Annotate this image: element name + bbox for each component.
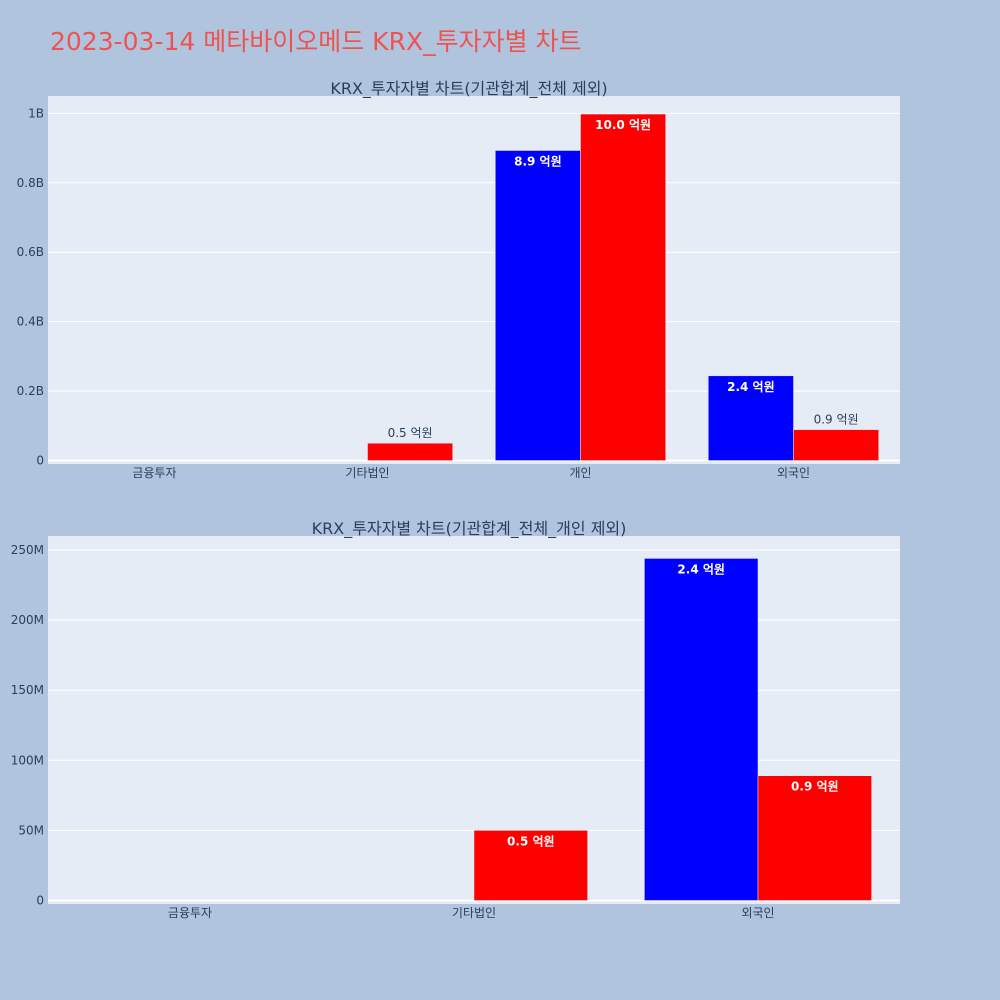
x-tick-label: 개인 — [569, 466, 591, 480]
bar-data-label: 8.9 억원 — [514, 155, 562, 169]
x-tick-label: 기타법인 — [452, 906, 496, 920]
chart-top: 0 0.2B 0.4B 0.6B 0.8B 1B KRX_투자자별 차트(기관합계_전체 제… — [17, 79, 900, 480]
y-tick-label: 150M — [11, 683, 44, 697]
x-tick-label: 외국인 — [777, 466, 810, 480]
bar — [644, 558, 759, 901]
chart-title: KRX_투자자별 차트(기관합계_전체 제외) — [330, 79, 607, 99]
y-tick-label: 0 — [36, 454, 44, 468]
bar — [580, 113, 666, 461]
y-tick-label: 50M — [18, 823, 44, 837]
page-title: 2023-03-14 메타바이오메드 KRX_투자자별 차트 — [50, 27, 582, 56]
bar-data-label: 0.9 억원 — [814, 413, 859, 427]
x-tick-label: 금융투자 — [168, 906, 212, 920]
y-tick-label: 0 — [36, 893, 44, 907]
bar-data-label: 0.9 억원 — [791, 780, 839, 794]
chart-bottom: 0 50M 100M 150M 200M 250M KRX_투자자별 차트(기관합계_전체_… — [11, 519, 900, 920]
bar-data-label: 0.5 억원 — [388, 426, 433, 440]
bar-data-label: 2.4 억원 — [727, 380, 775, 394]
y-tick-label: 100M — [11, 753, 44, 767]
chart-title: KRX_투자자별 차트(기관합계_전체_개인 제외) — [312, 519, 627, 539]
bar — [495, 150, 581, 461]
x-tick-label: 금융투자 — [132, 466, 176, 480]
y-tick-label: 0.8B — [17, 176, 44, 190]
bar-data-label: 10.0 억원 — [595, 118, 651, 132]
bar — [473, 830, 588, 901]
x-tick-label: 기타법인 — [345, 466, 389, 480]
bar — [793, 429, 879, 461]
bar — [367, 442, 453, 461]
bar-data-label: 2.4 억원 — [677, 562, 725, 576]
y-tick-label: 1B — [28, 106, 44, 120]
y-tick-label: 200M — [11, 613, 44, 627]
y-tick-label: 0.6B — [17, 245, 44, 259]
bar — [757, 775, 872, 901]
bar — [708, 375, 794, 461]
y-tick-label: 250M — [11, 543, 44, 557]
x-tick-label: 외국인 — [741, 906, 774, 920]
y-tick-label: 0.4B — [17, 315, 44, 329]
y-tick-label: 0.2B — [17, 384, 44, 398]
bar-data-label: 0.5 억원 — [507, 834, 555, 848]
